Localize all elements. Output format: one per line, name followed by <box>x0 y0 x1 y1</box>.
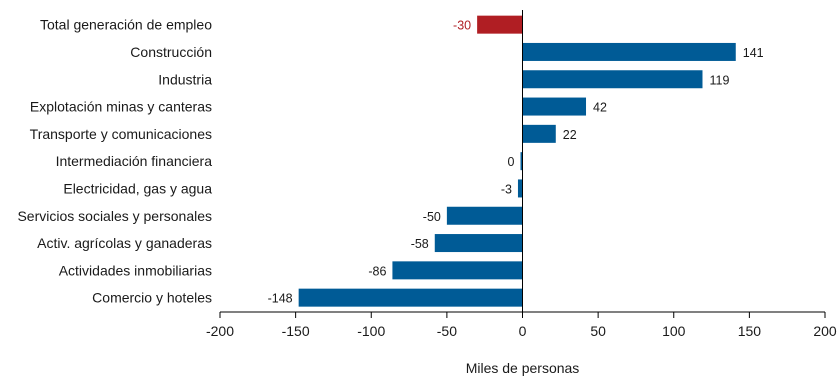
bars-group <box>298 15 736 307</box>
value-label: 42 <box>593 101 607 115</box>
x-tick-label: 50 <box>590 323 606 339</box>
bar-1 <box>522 42 736 61</box>
category-label: Construcción <box>130 44 212 60</box>
category-label: Servicios sociales y personales <box>17 208 212 224</box>
category-label: Comercio y hoteles <box>92 290 212 306</box>
value-label: -58 <box>411 237 429 251</box>
bar-10 <box>298 288 523 307</box>
category-label: Actividades inmobiliarias <box>59 262 212 278</box>
value-label: -148 <box>268 292 293 306</box>
x-tick-label: -100 <box>357 323 385 339</box>
bar-2 <box>522 70 703 89</box>
bar-4 <box>522 124 556 143</box>
value-label: 119 <box>709 73 729 87</box>
value-label: 141 <box>743 46 764 60</box>
category-label: Transporte y comunicaciones <box>30 126 212 142</box>
category-label: Activ. agrícolas y ganaderas <box>37 235 212 251</box>
bar-7 <box>446 206 523 225</box>
x-axis-title: Miles de personas <box>466 360 580 376</box>
x-tick-label: -200 <box>206 323 234 339</box>
value-label: -3 <box>501 182 512 196</box>
value-label: 22 <box>563 128 577 142</box>
bar-9 <box>392 261 523 280</box>
bar-5 <box>520 152 523 171</box>
category-label: Intermediación financiera <box>56 153 213 169</box>
x-tick-label: -150 <box>282 323 310 339</box>
category-labels: Total generación de empleo Construcción In… <box>17 17 212 306</box>
value-label: -30 <box>453 19 471 33</box>
bar-6 <box>517 179 523 198</box>
value-label: 0 <box>508 155 515 169</box>
x-tick-label: 200 <box>813 323 837 339</box>
axes-group: -200 -150 -100 -50 0 50 100 150 200 <box>206 10 837 339</box>
x-tick-label: 150 <box>738 323 762 339</box>
value-label: -50 <box>423 210 441 224</box>
x-tick-label: -50 <box>437 323 457 339</box>
bar-8 <box>434 234 523 253</box>
category-label: Electricidad, gas y agua <box>63 180 212 196</box>
x-tick-label: 100 <box>662 323 686 339</box>
category-label: Industria <box>158 71 212 87</box>
value-labels: -30 141 119 42 22 0 -3 -50 -58 -86 -148 <box>268 19 764 306</box>
value-label: -86 <box>368 264 386 278</box>
bar-3 <box>522 97 587 116</box>
category-label: Total generación de empleo <box>40 17 212 33</box>
bar-0 <box>477 15 523 34</box>
x-tick-label: 0 <box>519 323 527 339</box>
category-label: Explotación minas y canteras <box>30 99 212 115</box>
